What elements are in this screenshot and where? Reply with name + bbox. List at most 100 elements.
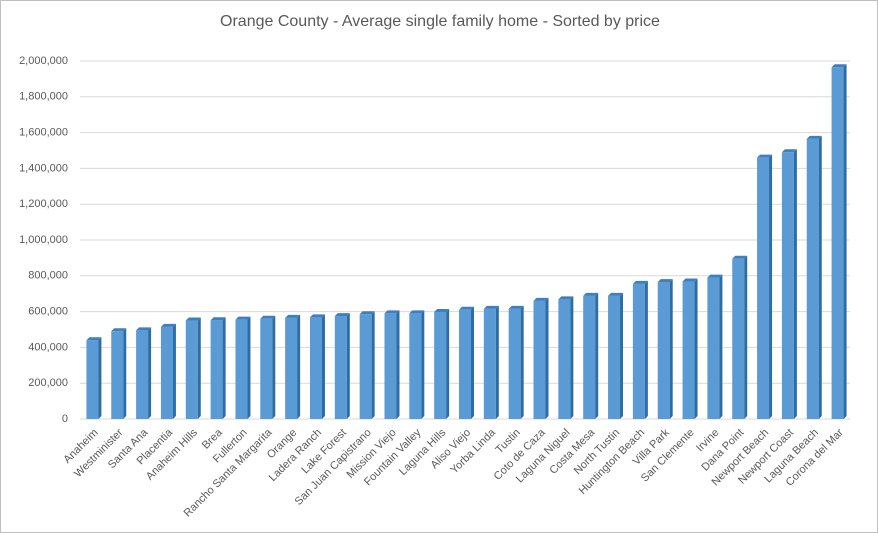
bar-top [483, 305, 499, 309]
bar-top [459, 306, 474, 310]
y-tick-label: 1,000,000 [19, 234, 68, 246]
bar-side [346, 313, 350, 419]
bar-side [843, 64, 847, 419]
bar-top [707, 274, 723, 278]
bar-side [396, 310, 400, 419]
bar-side [769, 154, 773, 419]
bar [657, 282, 670, 419]
bar-side [98, 337, 102, 419]
bar-side [421, 310, 425, 419]
bar [210, 320, 223, 419]
bar [111, 331, 124, 419]
bar [260, 318, 273, 419]
bar-top [160, 323, 176, 327]
y-tick-label: 1,400,000 [19, 162, 68, 174]
bar-side [495, 305, 499, 419]
bar-side [694, 278, 698, 419]
bar [285, 317, 298, 419]
bar-side [793, 149, 797, 420]
bar-side [744, 255, 748, 419]
bar [334, 316, 347, 419]
bar-side [247, 316, 251, 419]
bar [608, 295, 621, 419]
y-tick-label: 400,000 [28, 341, 68, 353]
bar-top [781, 149, 797, 153]
bar-side [371, 311, 375, 419]
bar-top [806, 135, 822, 139]
bar-side [297, 314, 301, 419]
bar-top [309, 314, 325, 318]
bar-top [136, 327, 152, 331]
bar-top [285, 314, 301, 318]
bar [185, 320, 198, 419]
bar-side [197, 317, 201, 419]
bar-side [321, 314, 325, 419]
bar-top [384, 310, 400, 314]
bar-side [272, 315, 276, 419]
bar-top [632, 280, 648, 284]
bar-top [583, 292, 599, 296]
bar [707, 277, 720, 419]
bar-side [719, 274, 723, 419]
bar-top [608, 292, 624, 296]
bar [632, 283, 645, 419]
y-tick-label: 2,000,000 [19, 55, 68, 67]
bar-top [657, 279, 673, 283]
bar [359, 314, 372, 419]
bar [757, 157, 770, 419]
bar-side [471, 306, 474, 419]
y-tick-label: 800,000 [28, 270, 68, 282]
bar [434, 311, 447, 419]
bar-top [508, 305, 524, 309]
bar-side [520, 305, 524, 419]
bar-top [334, 313, 350, 317]
y-tick-label: 1,200,000 [19, 198, 68, 210]
bar-top [533, 297, 549, 301]
bar-top [682, 278, 698, 282]
bar [459, 309, 471, 419]
bar [558, 299, 571, 419]
bar-side [818, 135, 822, 420]
bar-side [148, 327, 152, 419]
bar-top [359, 311, 375, 315]
y-tick-label: 200,000 [28, 377, 68, 389]
bar [732, 258, 745, 419]
bar-side [545, 297, 549, 419]
bar [86, 340, 99, 419]
bar-top [558, 296, 574, 300]
chart-title: Orange County - Average single family ho… [220, 13, 660, 30]
bar-side [446, 308, 450, 419]
bar-top [831, 64, 847, 68]
y-tick-label: 1,800,000 [19, 91, 68, 103]
y-tick-label: 600,000 [28, 306, 68, 318]
bar [384, 313, 397, 419]
bar [682, 281, 695, 419]
bar-top [185, 317, 201, 321]
bar [831, 67, 844, 419]
y-tick-label: 1,600,000 [19, 127, 68, 139]
bar [309, 317, 322, 419]
bar [781, 152, 794, 420]
bar-top [210, 317, 226, 321]
bar [409, 313, 422, 419]
bar-side [570, 296, 574, 419]
bar [533, 300, 546, 419]
bar [508, 308, 521, 419]
bar-top [260, 315, 276, 319]
bar-side [222, 317, 226, 419]
bar [136, 330, 149, 419]
bar-side [595, 292, 599, 419]
bar [806, 138, 819, 420]
y-tick-label: 0 [62, 413, 68, 425]
bar-top [757, 154, 773, 158]
bar-side [669, 279, 673, 419]
bar-top [434, 308, 450, 312]
bar-side [123, 328, 127, 419]
bar-top [235, 316, 251, 320]
bar [483, 308, 496, 419]
bar-top [732, 255, 748, 259]
bar-top [86, 337, 102, 341]
bar-side [644, 280, 648, 419]
